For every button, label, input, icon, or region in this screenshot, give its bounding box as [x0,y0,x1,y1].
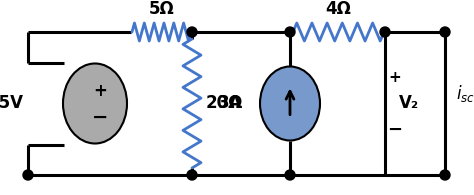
Text: +: + [389,70,401,85]
Text: V₂: V₂ [399,95,419,113]
Circle shape [23,170,33,180]
Circle shape [285,170,295,180]
Text: 20Ω: 20Ω [205,95,243,113]
Text: +: + [93,82,107,99]
Text: 25V: 25V [0,95,24,113]
Circle shape [285,27,295,37]
Circle shape [187,27,197,37]
Circle shape [187,170,197,180]
Text: −: − [92,108,108,127]
Text: 5Ω: 5Ω [149,0,174,18]
Text: −: − [387,121,402,138]
Circle shape [380,27,390,37]
Ellipse shape [260,66,320,141]
Text: 3A: 3A [218,95,242,113]
Circle shape [440,27,450,37]
Text: 4Ω: 4Ω [326,0,351,18]
Circle shape [440,170,450,180]
Ellipse shape [63,64,127,144]
Text: $i_{sc}$: $i_{sc}$ [456,83,474,104]
